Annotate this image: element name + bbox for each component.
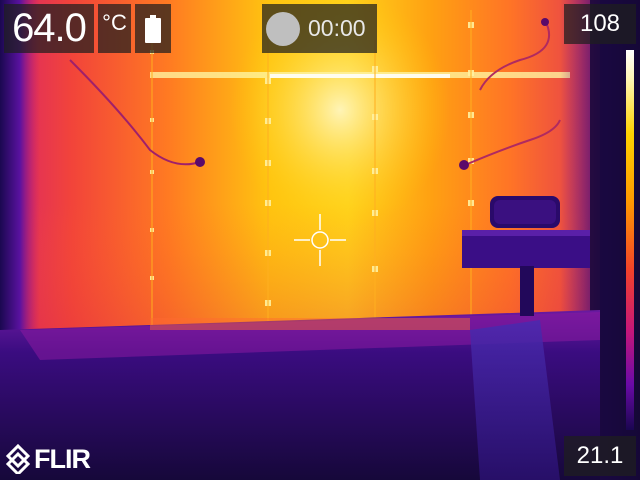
recording-indicator[interactable]: 00:00 [262, 4, 377, 53]
color-scale-bar [626, 50, 634, 430]
flir-logo: FLIR [6, 444, 98, 474]
battery-status [135, 4, 171, 53]
flir-logo-text: FLIR [34, 444, 91, 474]
record-time: 00:00 [308, 15, 366, 41]
flir-diamond-icon [6, 444, 30, 474]
scale-max-temperature: 108 [564, 4, 636, 44]
temperature-unit[interactable]: °C [98, 4, 131, 53]
spot-temperature-readout: 64.0 [4, 4, 94, 53]
record-icon[interactable] [266, 12, 300, 46]
battery-icon [145, 15, 161, 43]
scale-min-temperature: 21.1 [564, 436, 636, 476]
spot-meter-crosshair-icon [294, 214, 346, 266]
